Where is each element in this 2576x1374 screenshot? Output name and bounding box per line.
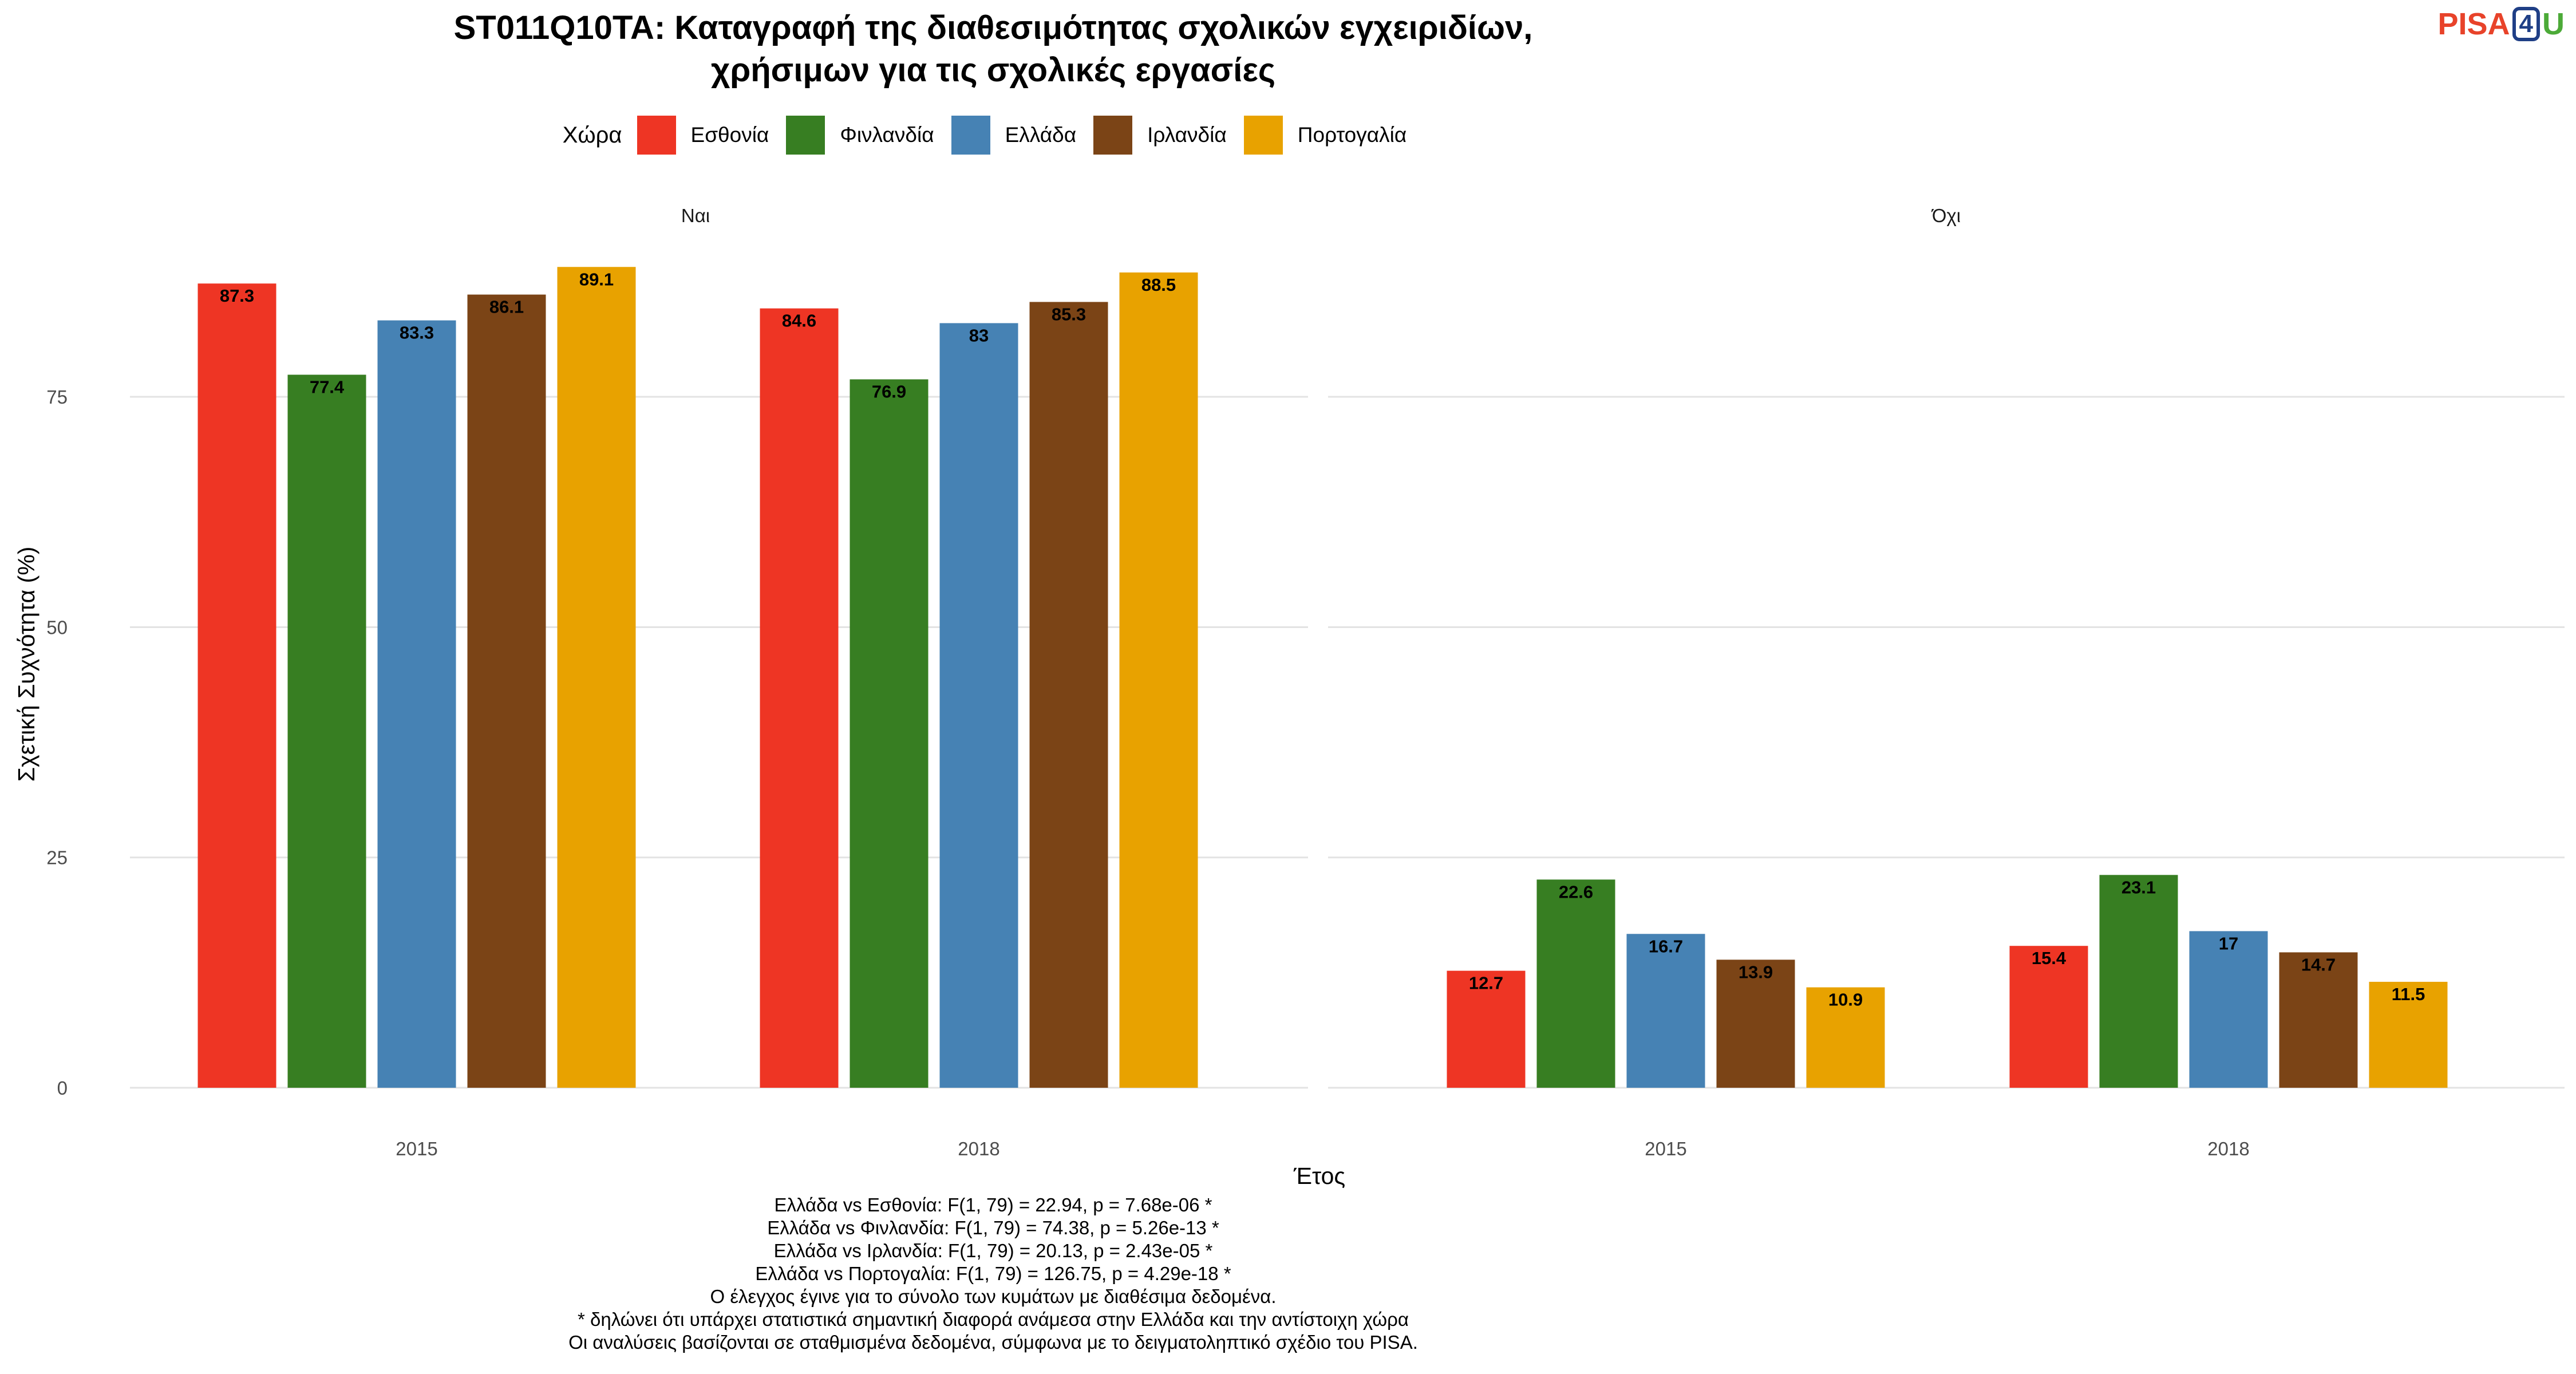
data-label-2-Φινλανδία-2018: 23.1 — [2121, 877, 2156, 897]
data-label-2-Ιρλανδία-2018: 14.7 — [2301, 954, 2336, 974]
y-tick-label-75: 75 — [46, 386, 68, 408]
caption-line-6: * δηλώνει ότι υπάρχει στατιστικά σημαντι… — [578, 1309, 1409, 1330]
legend-key-estonia — [637, 116, 676, 155]
data-label-2-Ιρλανδία-2015: 13.9 — [1739, 962, 1773, 982]
y-tick-label-0: 0 — [57, 1077, 68, 1099]
logo-text-4: 4 — [2512, 7, 2540, 41]
data-label-1-Πορτογαλία-2015: 89.1 — [579, 269, 614, 289]
bar-1-Εσθονία-2018 — [760, 308, 839, 1088]
data-label-1-Εσθονία-2018: 84.6 — [782, 311, 816, 331]
chart-title-line-2: χρήσιμων για τις σχολικές εργασίες — [710, 52, 1276, 89]
data-label-2-Πορτογαλία-2015: 10.9 — [1828, 990, 1863, 1010]
data-label-2-Εσθονία-2015: 12.7 — [1469, 973, 1503, 993]
data-label-1-Ελλάδα-2018: 83 — [969, 325, 989, 345]
bar-1-Πορτογαλία-2018 — [1119, 272, 1198, 1088]
legend-label-finland: Φινλανδία — [840, 123, 934, 147]
data-label-1-Ιρλανδία-2015: 86.1 — [489, 297, 524, 317]
bar-1-Ελλάδα-2015 — [377, 320, 456, 1088]
caption-line-3: Ελλάδα vs Ιρλανδία: F(1, 79) = 20.13, p … — [773, 1240, 1213, 1261]
data-label-2-Πορτογαλία-2018: 11.5 — [2392, 984, 2425, 1004]
bar-2-Φινλανδία-2015 — [1536, 879, 1615, 1088]
legend-item-estonia: Εσθονία — [637, 116, 769, 155]
logo-text-pisa: PISA — [2437, 7, 2510, 41]
caption-line-4: Ελλάδα vs Πορτογαλία: F(1, 79) = 126.75,… — [755, 1263, 1231, 1284]
legend-label-estonia: Εσθονία — [690, 123, 769, 147]
data-label-1-Πορτογαλία-2018: 88.5 — [1141, 275, 1176, 295]
logo-text-u: U — [2542, 7, 2565, 41]
bar-1-Εσθονία-2015 — [197, 283, 276, 1088]
data-label-1-Ελλάδα-2015: 83.3 — [400, 323, 434, 343]
data-label-1-Ιρλανδία-2018: 85.3 — [1052, 304, 1086, 324]
bar-2-Πορτογαλία-2015 — [1806, 987, 1885, 1088]
chart-title-line-1: ST011Q10TA: Καταγραφή της διαθεσιμότητας… — [453, 9, 1533, 46]
legend-key-portugal — [1243, 116, 1283, 155]
x-tick-label-1-2018: 2018 — [958, 1138, 999, 1159]
x-axis-title: Έτος — [1293, 1163, 1345, 1189]
chart-caption: Ελλάδα vs Εσθονία: F(1, 79) = 22.94, p =… — [0, 1194, 1986, 1354]
facet-label-2: Όχι — [1931, 205, 1961, 226]
chart-title: ST011Q10TA: Καταγραφή της διαθεσιμότητας… — [0, 7, 1986, 92]
legend-item-ireland: Ιρλανδία — [1093, 116, 1227, 155]
bar-2-Ιρλανδία-2018 — [2279, 952, 2358, 1088]
legend-item-finland: Φινλανδία — [786, 116, 934, 155]
bar-1-Ιρλανδία-2018 — [1029, 302, 1108, 1088]
legend-item-greece: Ελλάδα — [951, 116, 1077, 155]
data-label-1-Εσθονία-2015: 87.3 — [220, 286, 254, 306]
bar-2-Ελλάδα-2015 — [1626, 934, 1705, 1088]
bar-2-Φινλανδία-2018 — [2099, 875, 2178, 1088]
bar-1-Φινλανδία-2015 — [287, 374, 366, 1088]
legend-label-portugal: Πορτογαλία — [1297, 123, 1407, 147]
bar-1-Πορτογαλία-2015 — [557, 267, 636, 1088]
bar-2-Εσθονία-2015 — [1447, 970, 1526, 1088]
legend-key-ireland — [1093, 116, 1133, 155]
legend-label-ireland: Ιρλανδία — [1147, 123, 1227, 147]
caption-line-5: Ο έλεγχος έγινε για το σύνολο των κυμάτω… — [710, 1286, 1277, 1307]
y-axis-title: Σχετική Συχνότητα (%) — [13, 547, 39, 782]
facet-label-1: Ναι — [681, 205, 710, 226]
data-label-1-Φινλανδία-2015: 77.4 — [310, 377, 345, 397]
bar-1-Ιρλανδία-2015 — [467, 294, 546, 1088]
legend-key-finland — [786, 116, 825, 155]
caption-line-7: Οι αναλύσεις βασίζονται σε σταθμισμένα δ… — [568, 1332, 1418, 1353]
data-label-2-Ελλάδα-2015: 16.7 — [1649, 936, 1683, 956]
y-tick-label-50: 50 — [46, 617, 68, 638]
bar-2-Εσθονία-2018 — [2009, 946, 2088, 1088]
bar-1-Ελλάδα-2018 — [939, 323, 1018, 1088]
legend-label-greece: Ελλάδα — [1005, 123, 1077, 147]
bar-2-Ιρλανδία-2015 — [1716, 960, 1795, 1088]
x-tick-label-2-2015: 2015 — [1645, 1138, 1686, 1159]
x-tick-label-1-2015: 2015 — [396, 1138, 437, 1159]
pisa4u-logo: PISA 4 U — [2437, 6, 2565, 42]
legend-item-portugal: Πορτογαλία — [1243, 116, 1407, 155]
bar-2-Ελλάδα-2018 — [2189, 931, 2268, 1088]
legend-key-greece — [951, 116, 990, 155]
x-tick-label-2-2018: 2018 — [2207, 1138, 2249, 1159]
data-label-2-Φινλανδία-2015: 22.6 — [1559, 882, 1593, 902]
bar-2-Πορτογαλία-2018 — [2369, 981, 2448, 1088]
caption-line-1: Ελλάδα vs Εσθονία: F(1, 79) = 22.94, p =… — [774, 1194, 1212, 1215]
bar-1-Φινλανδία-2018 — [850, 379, 929, 1088]
legend: Χώρα Εσθονία Φινλανδία Ελλάδα Ιρλανδία Π… — [0, 116, 1986, 155]
legend-title: Χώρα — [562, 122, 622, 148]
data-label-2-Ελλάδα-2018: 17 — [2219, 933, 2238, 953]
data-label-1-Φινλανδία-2018: 76.9 — [872, 382, 906, 402]
data-label-2-Εσθονία-2018: 15.4 — [2032, 948, 2067, 968]
caption-line-2: Ελλάδα vs Φινλανδία: F(1, 79) = 74.38, p… — [767, 1217, 1219, 1238]
y-tick-label-25: 25 — [46, 847, 68, 868]
